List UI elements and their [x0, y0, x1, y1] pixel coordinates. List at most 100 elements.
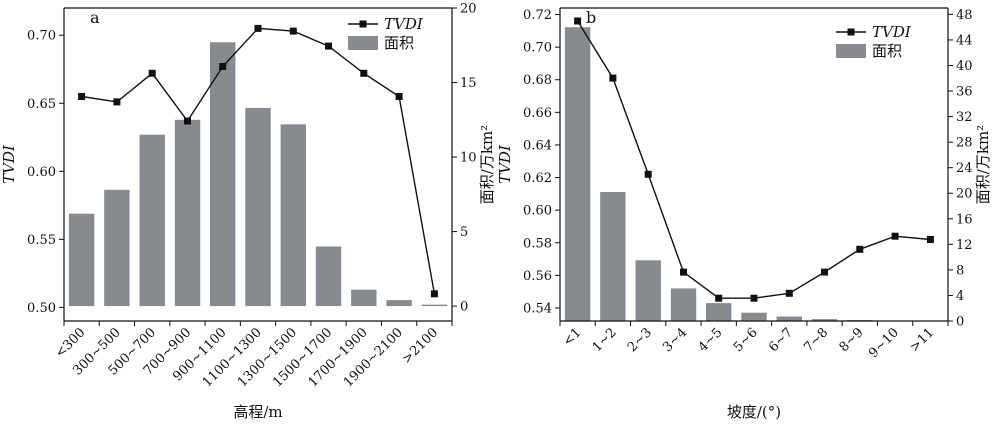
bar-3 — [670, 288, 697, 321]
legend-label-line: TVDI — [384, 15, 424, 33]
tvdi-point-5 — [254, 24, 262, 32]
panel-letter: b — [586, 8, 596, 27]
tvdi-point-1 — [113, 98, 121, 106]
bar-9 — [386, 300, 412, 307]
x-tick-label-5: 5~6 — [731, 325, 761, 355]
bar-8 — [351, 289, 377, 307]
tvdi-point-10 — [926, 236, 934, 243]
left-tick-label-0: 0.54 — [523, 301, 552, 316]
x-tick-label-6: 6~7 — [766, 325, 796, 355]
tvdi-point-9 — [395, 93, 403, 100]
left-tick-label-2: 0.60 — [27, 165, 56, 180]
legend-bar-swatch — [836, 44, 866, 58]
bar-7 — [811, 319, 838, 321]
tvdi-point-8 — [360, 69, 368, 77]
panel-letter: a — [90, 8, 100, 27]
tvdi-point-2 — [644, 170, 652, 178]
bar-2 — [139, 134, 165, 307]
legend-bar-swatch — [348, 36, 378, 50]
bar-0 — [564, 27, 591, 321]
x-tick-label-9: 9~10 — [866, 325, 902, 361]
x-tick-label-10: >11 — [907, 325, 937, 355]
tvdi-point-7 — [821, 268, 828, 276]
tvdi-line — [577, 20, 931, 299]
x-tick-label-10: >2100 — [399, 325, 441, 367]
right-tick-label-2: 8 — [956, 263, 964, 278]
left-tick-label-7: 0.68 — [523, 73, 552, 88]
left-tick-label-6: 0.66 — [523, 106, 552, 121]
right-tick-label-4: 16 — [956, 212, 973, 227]
tvdi-point-8 — [856, 245, 864, 253]
tvdi-point-9 — [891, 232, 899, 240]
right-tick-label-6: 24 — [956, 161, 973, 176]
bar-6 — [280, 124, 306, 307]
legend-marker-swatch — [847, 28, 855, 36]
left-tick-label-9: 0.72 — [523, 8, 552, 23]
tvdi-point-5 — [750, 294, 758, 302]
left-tick-label-8: 0.70 — [523, 41, 552, 56]
right-tick-label-3: 15 — [460, 76, 477, 91]
legend-label-line: TVDI — [872, 23, 912, 41]
x-tick-label-8: 8~9 — [837, 325, 867, 355]
right-tick-label-5: 20 — [956, 187, 973, 202]
left-axis-title: TVDI — [0, 144, 18, 184]
bar-0 — [68, 213, 95, 307]
right-tick-label-3: 12 — [956, 238, 973, 253]
tvdi-point-10 — [430, 290, 438, 298]
bar-5 — [245, 107, 271, 307]
right-tick-label-11: 44 — [956, 33, 973, 48]
tvdi-point-1 — [609, 74, 617, 82]
right-axis-title: 面积/万km² — [974, 125, 992, 204]
right-tick-label-7: 28 — [956, 136, 973, 151]
left-tick-label-2: 0.58 — [523, 236, 552, 251]
bar-7 — [315, 246, 342, 307]
tvdi-point-6 — [289, 27, 297, 35]
x-tick-label-2: 2~3 — [625, 325, 655, 355]
tvdi-point-6 — [785, 289, 793, 297]
right-tick-label-1: 5 — [460, 225, 468, 240]
bar-2 — [635, 260, 661, 321]
right-tick-label-12: 48 — [956, 8, 973, 23]
x-tick-label-0: <1 — [560, 325, 584, 349]
bar-5 — [741, 312, 767, 321]
legend-label-bar: 面积 — [872, 42, 902, 60]
bar-1 — [600, 192, 626, 321]
left-tick-label-3: 0.60 — [523, 204, 552, 219]
right-tick-label-4: 20 — [460, 2, 477, 17]
chart-panel-a: 0.500.550.600.650.7005101520<300300~5005… — [0, 2, 496, 422]
right-tick-label-0: 0 — [460, 300, 468, 315]
left-tick-label-0: 0.50 — [27, 301, 56, 316]
left-tick-label-3: 0.65 — [27, 97, 56, 112]
x-tick-label-3: 3~4 — [660, 325, 690, 355]
bar-6 — [776, 316, 802, 321]
tvdi-point-0 — [78, 93, 86, 100]
right-tick-label-0: 0 — [956, 315, 964, 330]
right-tick-label-1: 4 — [956, 289, 964, 304]
chart-panel-b: 0.54 0.56 0.58 0.60 0.62 0.64 0.66 0.68 0.70 0.72… — [496, 7, 992, 421]
left-tick-label-5: 0.64 — [523, 138, 552, 153]
tvdi-point-3 — [680, 268, 687, 276]
x-tick-label-7: 7~8 — [801, 325, 831, 355]
tvdi-point-7 — [325, 42, 332, 50]
left-tick-label-4: 0.62 — [523, 171, 552, 186]
bar-4 — [210, 42, 236, 307]
x-tick-label-4: 4~5 — [696, 325, 726, 355]
bar-1 — [104, 189, 130, 307]
left-tick-label-1: 0.55 — [27, 233, 56, 248]
legend-label-bar: 面积 — [384, 34, 414, 52]
x-axis-title: 坡度/(°) — [727, 403, 781, 421]
right-tick-label-8: 32 — [956, 110, 973, 125]
left-tick-label-4: 0.70 — [27, 29, 56, 44]
x-tick-label-1: 1~2 — [590, 325, 620, 355]
tvdi-point-0 — [574, 17, 582, 25]
left-axis-title: TVDI — [496, 144, 514, 184]
tvdi-point-2 — [148, 69, 156, 77]
tvdi-point-4 — [219, 63, 227, 70]
right-axis-title: 面积/万km² — [478, 125, 496, 204]
bar-4 — [706, 303, 732, 321]
bar-10 — [421, 304, 448, 307]
left-tick-label-1: 0.56 — [523, 269, 552, 284]
